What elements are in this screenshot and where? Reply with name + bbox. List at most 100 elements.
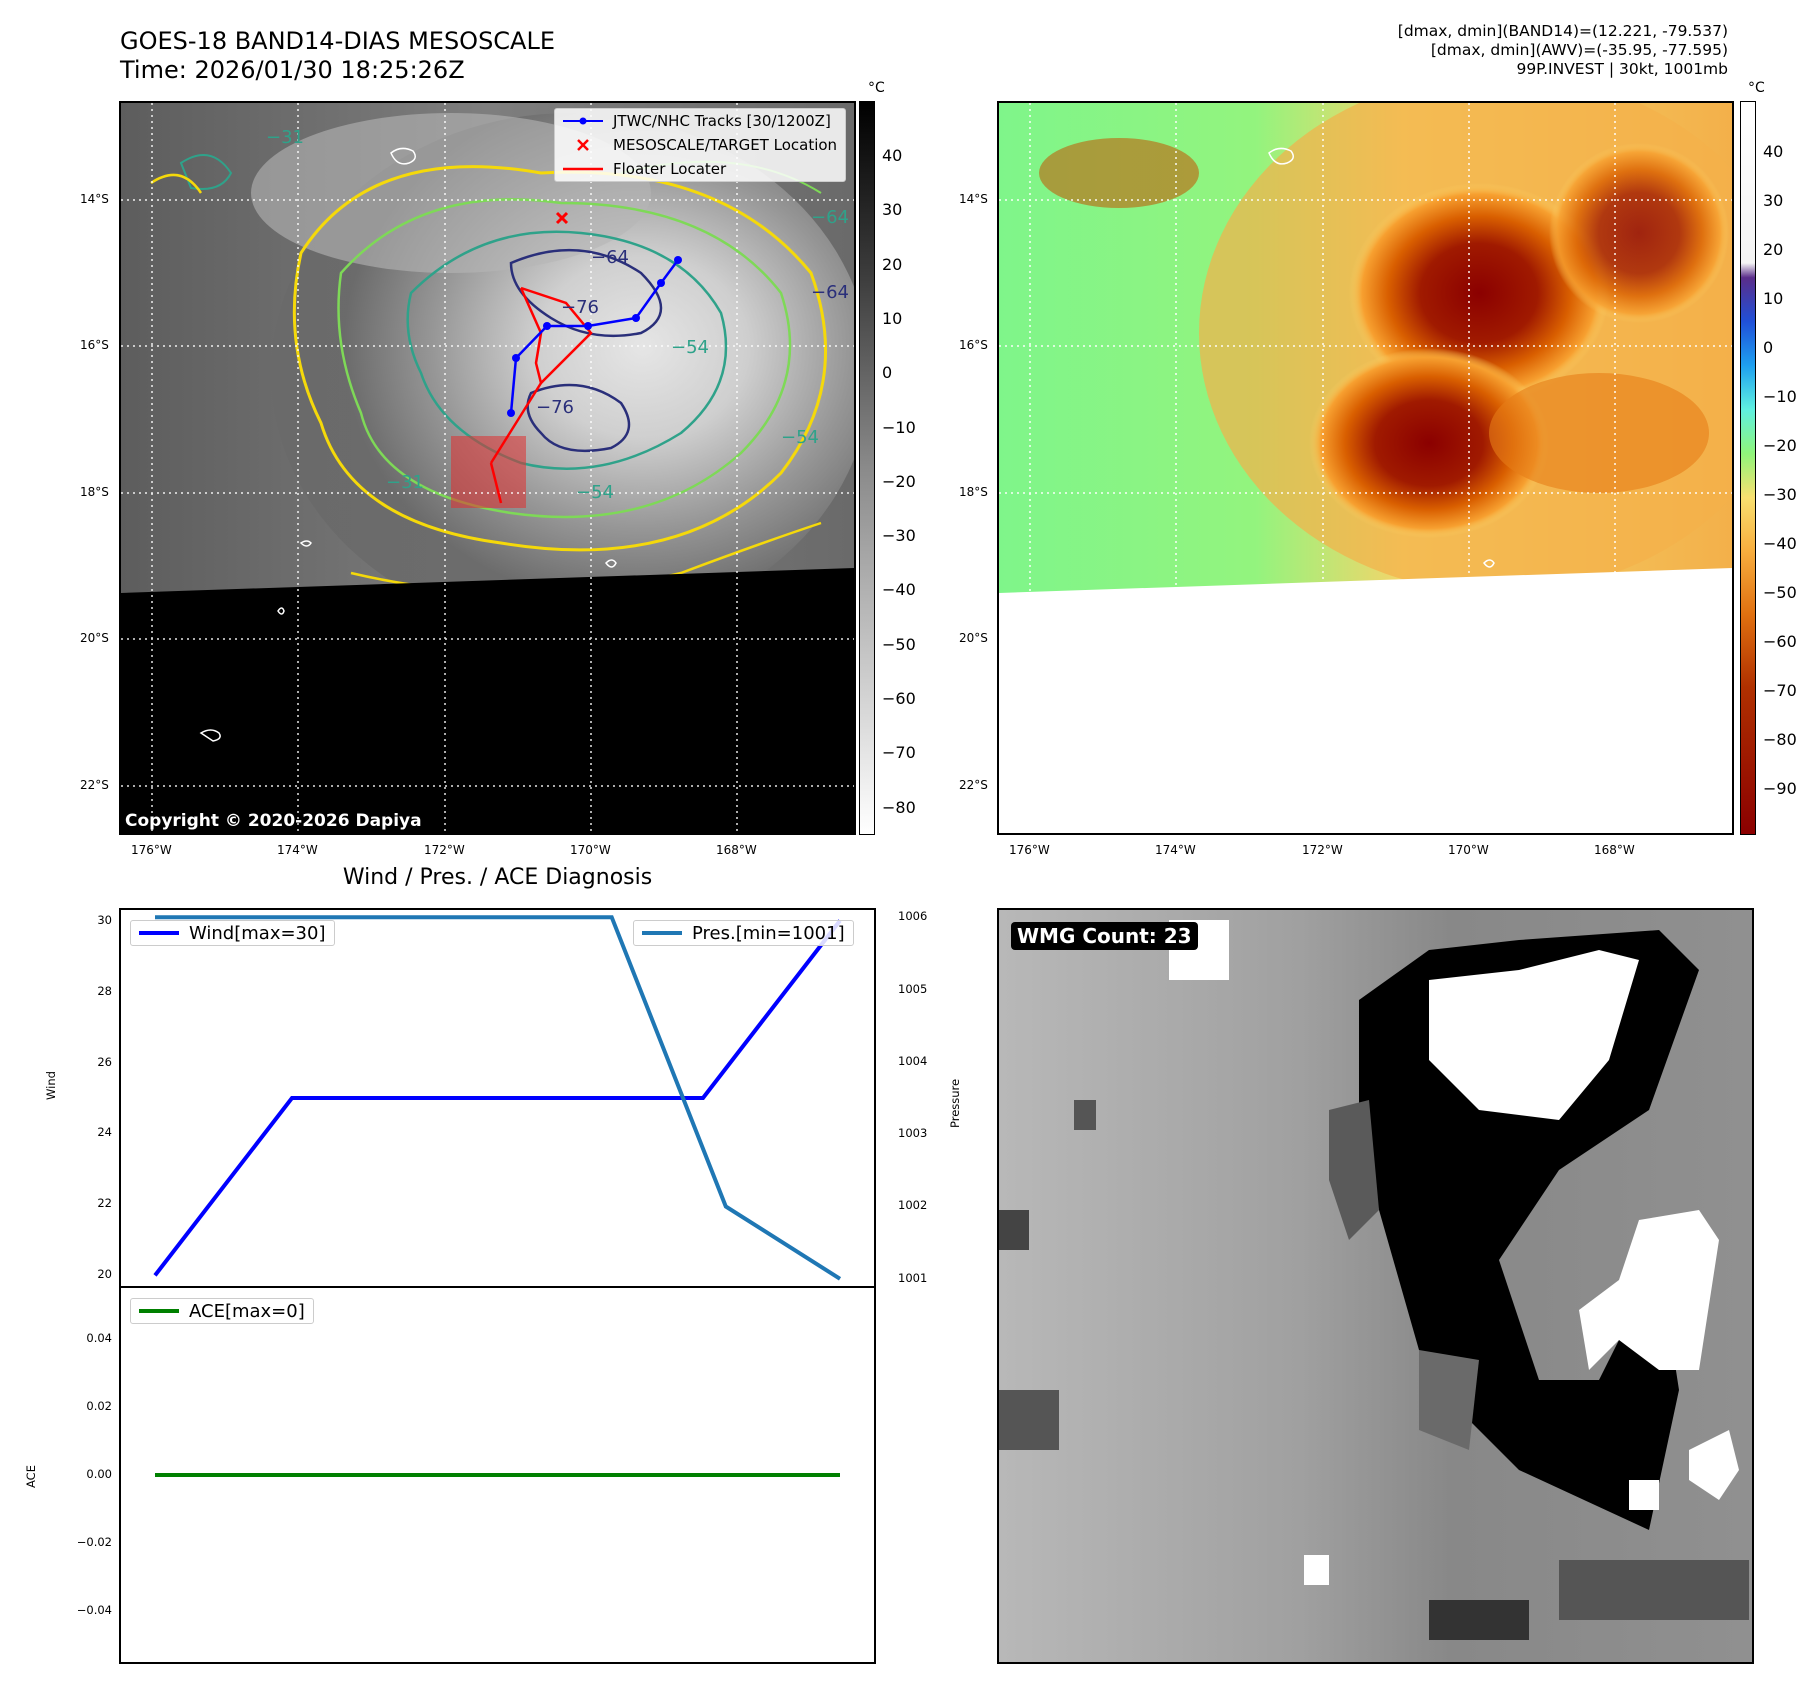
pressure-ylabel: Pressure — [948, 1078, 962, 1128]
lat-label: 22°S — [80, 778, 109, 792]
ir-colorbar-unit: °C — [868, 80, 885, 96]
y-tick-label: 26 — [97, 1054, 112, 1069]
colorbar-tick: −20 — [882, 471, 916, 491]
legend-label-target: MESOSCALE/TARGET Location — [613, 136, 838, 154]
stats-band14: [dmax, dmin](BAND14)=(12.221, -79.537) — [1397, 22, 1728, 40]
stats-awv: [dmax, dmin](AWV)=(-35.95, -77.595) — [1430, 41, 1728, 59]
lon-label: 172°W — [1302, 843, 1343, 857]
pressure-legend: Pres.[min=1001] — [633, 920, 854, 946]
track-point — [512, 354, 520, 362]
lon-label: 170°W — [1448, 843, 1489, 857]
contour-label: −64 — [811, 282, 849, 303]
lat-label: 14°S — [80, 192, 109, 206]
colorbar-tick: 0 — [1763, 338, 1774, 357]
title-line-product: GOES-18 BAND14-DIAS MESOSCALE — [120, 27, 556, 55]
lat-label: 18°S — [80, 485, 109, 499]
y-tick-label: 1002 — [898, 1198, 928, 1213]
lat-label: 20°S — [959, 631, 988, 645]
y-tick-label: 0.00 — [86, 1467, 112, 1481]
colorbar-tick: −30 — [1763, 485, 1797, 504]
colorbar-tick: −40 — [1763, 534, 1797, 553]
colorbar-tick: −50 — [1763, 583, 1797, 602]
colorbar-tick: 10 — [882, 308, 903, 328]
colorbar-tick: −10 — [1763, 387, 1797, 406]
colorbar-tick: 40 — [882, 146, 903, 165]
track-point — [584, 322, 592, 330]
colorbar-tick: −50 — [882, 634, 916, 654]
y-tick-label: −0.04 — [76, 1603, 112, 1617]
wind-pres-chart — [119, 908, 876, 1288]
colorbar-tick: −40 — [882, 580, 916, 600]
lat-label: 16°S — [959, 338, 988, 352]
track-point — [674, 256, 682, 264]
track-point — [507, 409, 515, 417]
colorbar-tick: 10 — [1763, 289, 1784, 308]
wind-legend: Wind[max=30] — [130, 920, 335, 946]
lat-label: 14°S — [959, 192, 988, 206]
lon-label: 174°W — [277, 843, 318, 857]
contour-label: −54 — [671, 337, 709, 358]
wind-legend-swatch — [139, 931, 179, 935]
lon-label: 176°W — [131, 843, 172, 857]
lon-label: 172°W — [424, 843, 465, 857]
track-point — [543, 322, 551, 330]
contour-label: −31 — [266, 127, 304, 148]
legend-item-floater: Floater Locater — [555, 157, 845, 181]
y-tick-label: 28 — [97, 983, 112, 998]
legend-label-track: JTWC/NHC Tracks [30/1200Z] — [613, 112, 831, 130]
target-location-marker — [555, 211, 569, 225]
ace-chart — [119, 1286, 876, 1664]
ace-legend: ACE[max=0] — [130, 1298, 314, 1324]
colorbar-tick: 20 — [1763, 240, 1784, 259]
lat-label: 22°S — [959, 778, 988, 792]
colorbar-tick: −60 — [882, 689, 916, 708]
ir-legend: JTWC/NHC Tracks [30/1200Z] MESOSCALE/TAR… — [554, 108, 847, 182]
ace-legend-label: ACE[max=0] — [189, 1300, 305, 1322]
awv-map-panel — [997, 101, 1734, 835]
ir-map-panel: −64 −76 −64 −54 −76 −54 −31 −64 −54 −31 … — [119, 101, 856, 835]
diag-title: Wind / Pres. / ACE Diagnosis — [342, 865, 653, 890]
pressure-legend-label: Pres.[min=1001] — [692, 922, 845, 944]
lat-label: 18°S — [959, 485, 988, 499]
ace-legend-swatch — [139, 1309, 179, 1313]
colorbar-tick: 0 — [882, 363, 893, 383]
colorbar-tick: 30 — [882, 200, 903, 220]
legend-label-floater: Floater Locater — [613, 160, 727, 178]
pressure-series-line — [155, 915, 842, 1281]
colorbar-tick: −90 — [1763, 779, 1797, 798]
awv-map-image — [999, 103, 1732, 833]
y-tick-label: 30 — [97, 912, 112, 927]
colorbar-tick: −60 — [1763, 632, 1797, 651]
y-tick-label: 22 — [97, 1196, 112, 1211]
wind-legend-label: Wind[max=30] — [189, 922, 326, 944]
wind-series-line — [153, 919, 842, 1277]
wind-ylabel: Wind — [44, 1071, 58, 1100]
colorbar-tick: −70 — [1763, 681, 1797, 700]
title-line-time: Time: 2026/01/30 18:25:26Z — [120, 56, 465, 84]
awv-colorbar — [1740, 101, 1756, 835]
ace-ylabel: ACE — [24, 1465, 38, 1488]
y-tick-label: 0.04 — [86, 1331, 112, 1345]
lon-label: 170°W — [570, 843, 611, 857]
y-tick-label: 1006 — [898, 909, 928, 924]
colorbar-tick: −30 — [882, 526, 916, 546]
lon-label: 174°W — [1155, 843, 1196, 857]
track-point — [657, 279, 665, 287]
colorbar-tick: −80 — [882, 797, 916, 817]
legend-item-track: JTWC/NHC Tracks [30/1200Z] — [555, 109, 845, 133]
ir-colorbar — [859, 101, 875, 835]
y-tick-label: −0.02 — [76, 1535, 112, 1549]
wmg-image — [999, 910, 1752, 1662]
y-tick-label: 1003 — [898, 1126, 928, 1141]
contour-label: −64 — [811, 207, 849, 228]
figure-stats: [dmax, dmin](BAND14)=(12.221, -79.537) [… — [1398, 22, 1728, 79]
contour-label: −76 — [561, 297, 599, 318]
wmg-count-badge: WMG Count: 23 — [1011, 922, 1198, 950]
legend-item-target: MESOSCALE/TARGET Location — [555, 133, 845, 157]
lon-label: 168°W — [1594, 843, 1635, 857]
lat-label: 20°S — [80, 631, 109, 645]
colorbar-tick: −10 — [882, 417, 916, 437]
colorbar-tick: −20 — [1763, 436, 1797, 455]
ace-plot — [155, 1473, 840, 1477]
contour-label: −54 — [781, 427, 819, 448]
